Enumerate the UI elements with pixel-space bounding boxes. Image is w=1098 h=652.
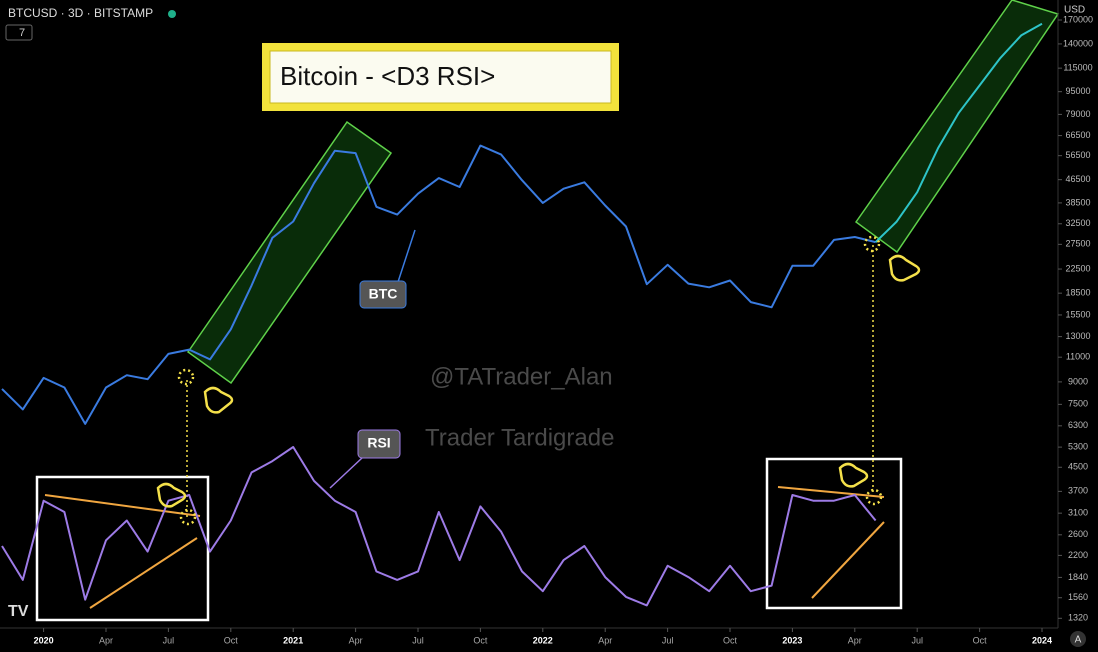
logo: TV bbox=[8, 603, 29, 620]
x-tick-label: 2020 bbox=[34, 635, 54, 645]
x-tick-label: Apr bbox=[598, 635, 612, 645]
indicator-toggle[interactable]: 7 bbox=[19, 27, 25, 39]
x-tick-label: 2021 bbox=[283, 635, 303, 645]
trendline bbox=[89, 537, 198, 609]
title-inner bbox=[269, 50, 612, 104]
x-tick-label: Oct bbox=[973, 635, 988, 645]
y-tick-label: 3700 bbox=[1068, 486, 1088, 496]
y-tick-label: 18500 bbox=[1065, 288, 1090, 298]
y-tick-label: 15500 bbox=[1065, 309, 1090, 319]
y-tick-label: 4500 bbox=[1068, 462, 1088, 472]
y-tick-label: 2600 bbox=[1068, 529, 1088, 539]
y-tick-label: 27500 bbox=[1065, 239, 1090, 249]
y-tick-label: 9000 bbox=[1068, 376, 1088, 386]
y-tick-label: 115000 bbox=[1063, 63, 1092, 73]
watermark: Trader Tardigrade bbox=[425, 424, 614, 451]
x-tick-label: 2024 bbox=[1032, 635, 1052, 645]
series-label-box bbox=[359, 280, 407, 309]
y-tick-label: 11000 bbox=[1066, 352, 1090, 362]
toggle-box[interactable] bbox=[5, 24, 33, 41]
x-tick-label: Apr bbox=[349, 635, 363, 645]
series-layer bbox=[1, 22, 1043, 607]
scale-button[interactable]: A bbox=[1075, 635, 1082, 646]
x-tick-label: Apr bbox=[848, 635, 862, 645]
y-tick-label: 1320 bbox=[1068, 613, 1088, 623]
y-tick-label: 38500 bbox=[1065, 197, 1090, 207]
x-tick-label: Apr bbox=[99, 635, 113, 645]
x-tick-label: Jul bbox=[163, 635, 175, 645]
channel bbox=[854, 0, 1060, 254]
y-tick-label: 140000 bbox=[1063, 38, 1093, 48]
currency: USD bbox=[1064, 5, 1085, 16]
y-tick-label: 3100 bbox=[1068, 508, 1088, 518]
symbol-header: BTCUSD · 3D · BITSTAMP bbox=[8, 6, 153, 20]
y-tick-label: 5300 bbox=[1068, 441, 1088, 451]
y-tick-label: 7500 bbox=[1068, 399, 1088, 409]
series-label: BTC bbox=[369, 286, 398, 302]
label-pointer bbox=[397, 229, 416, 283]
x-tick-label: Jul bbox=[662, 635, 674, 645]
watermark: @TATrader_Alan bbox=[430, 363, 613, 390]
x-tick-label: 2022 bbox=[533, 635, 553, 645]
channel bbox=[186, 120, 393, 385]
x-tick-label: Jul bbox=[412, 635, 424, 645]
y-tick-label: 22500 bbox=[1065, 263, 1090, 273]
series-label-box bbox=[357, 429, 401, 459]
y-tick-label: 56500 bbox=[1065, 150, 1090, 160]
series-line bbox=[874, 22, 1043, 243]
series-line bbox=[1, 144, 876, 425]
chart-title: Bitcoin - <D3 RSI> bbox=[280, 61, 495, 91]
rsi-box bbox=[765, 457, 903, 610]
trendline bbox=[811, 521, 885, 599]
trendline bbox=[44, 494, 201, 517]
y-tick-label: 66500 bbox=[1065, 130, 1090, 140]
y-tick-label: 13000 bbox=[1065, 331, 1090, 341]
y-tick-label: 2200 bbox=[1068, 550, 1088, 560]
y-tick-label: 79000 bbox=[1065, 109, 1090, 119]
y-tick-label: 170000 bbox=[1063, 14, 1093, 24]
series-line bbox=[1, 446, 877, 607]
x-tick-label: Oct bbox=[224, 635, 239, 645]
x-tick-label: Jul bbox=[911, 635, 923, 645]
y-tick-label: 32500 bbox=[1065, 218, 1090, 228]
x-tick-label: Oct bbox=[723, 635, 738, 645]
y-tick-label: 6300 bbox=[1068, 420, 1088, 430]
y-tick-label: 46500 bbox=[1065, 174, 1090, 184]
y-tick-label: 1560 bbox=[1068, 592, 1088, 602]
hand-markers bbox=[156, 235, 921, 526]
y-tick-label: 1840 bbox=[1068, 572, 1088, 582]
status-dot bbox=[168, 10, 176, 18]
trendline bbox=[777, 486, 885, 498]
y-tick-label: 95000 bbox=[1065, 86, 1090, 96]
x-tick-label: 2023 bbox=[782, 635, 802, 645]
label-pointer bbox=[329, 457, 363, 489]
series-label: RSI bbox=[367, 435, 390, 451]
x-tick-label: Oct bbox=[473, 635, 488, 645]
scale-button-bg[interactable] bbox=[1070, 631, 1086, 647]
